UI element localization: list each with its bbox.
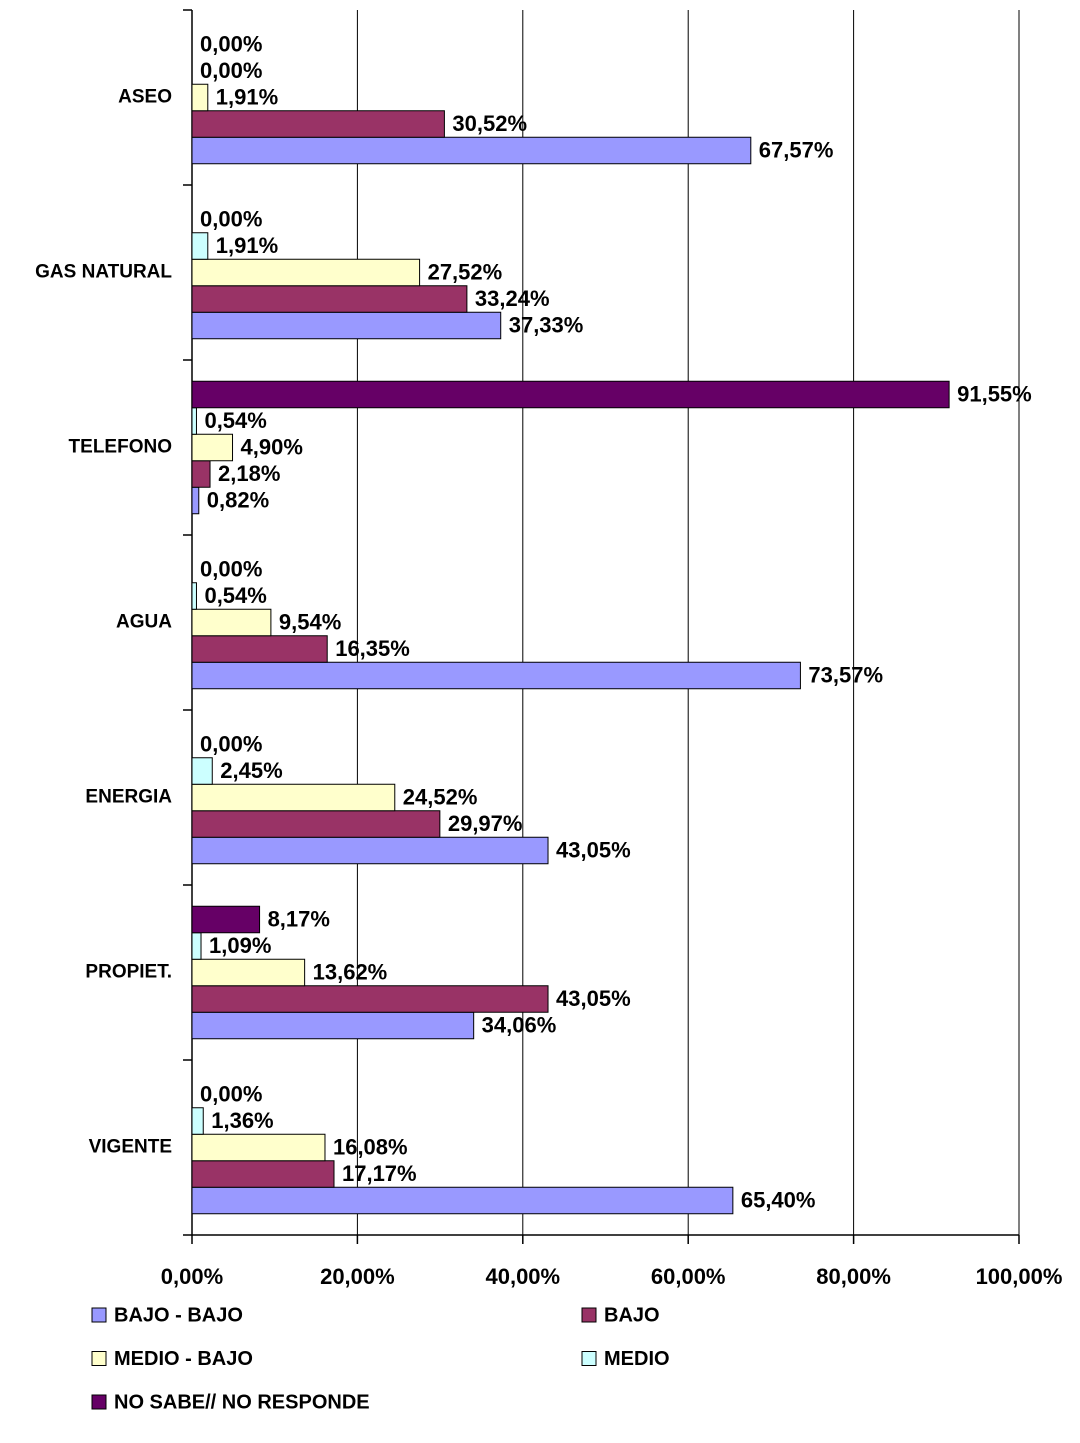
bar [191, 83, 209, 112]
bar [191, 958, 306, 987]
data-label: 91,55% [957, 381, 1032, 406]
category-label: ASEO [118, 87, 172, 108]
bar [191, 486, 200, 515]
data-label: 27,52% [428, 259, 503, 284]
legend-swatch [581, 1351, 597, 1366]
data-label: 0,00% [200, 1081, 262, 1106]
category-label: TELEFONO [69, 437, 172, 458]
bar [191, 783, 396, 812]
bar [191, 1133, 326, 1162]
bar [191, 110, 445, 138]
data-label: 24,52% [403, 784, 478, 809]
bar [191, 380, 950, 409]
data-label: 13,62% [313, 959, 388, 984]
data-label: 0,00% [200, 58, 262, 83]
legend-swatch [91, 1394, 107, 1410]
bar [191, 1160, 335, 1188]
bar [191, 1011, 475, 1040]
data-label: 37,33% [509, 312, 584, 337]
data-label: 0,00% [200, 556, 262, 581]
legend-label: BAJO - BAJO [114, 1304, 243, 1326]
bar [191, 1186, 734, 1215]
data-label: 33,24% [475, 286, 550, 311]
x-tick-label: 100,00% [976, 1264, 1063, 1289]
data-label: 29,97% [448, 811, 523, 836]
x-tick-label: 20,00% [320, 1264, 395, 1289]
data-label: 9,54% [279, 609, 341, 634]
data-label: 1,36% [211, 1108, 273, 1133]
bar [191, 311, 502, 340]
data-label: 1,91% [216, 233, 278, 258]
bar [191, 985, 549, 1013]
bar [191, 232, 209, 260]
data-label: 0,00% [200, 731, 262, 756]
data-label: 43,05% [556, 986, 631, 1011]
legend-swatch [91, 1307, 107, 1323]
data-label: 16,08% [333, 1134, 408, 1159]
x-tick-label: 0,00% [161, 1264, 223, 1289]
data-label: 1,91% [216, 84, 278, 109]
data-label: 73,57% [808, 662, 883, 687]
legend-label: MEDIO [604, 1348, 670, 1370]
data-label: 34,06% [482, 1012, 557, 1037]
data-label: 0,82% [207, 487, 269, 512]
category-label: ENERGIA [85, 787, 172, 808]
bar [191, 810, 441, 838]
bar [191, 608, 272, 637]
category-label: PROPIET. [85, 962, 172, 983]
data-label: 16,35% [335, 636, 410, 661]
bar [191, 285, 468, 313]
x-tick-label: 40,00% [485, 1264, 560, 1289]
data-label: 0,00% [200, 31, 262, 56]
data-label: 67,57% [759, 137, 834, 162]
data-label: 30,52% [452, 111, 527, 136]
bar [191, 582, 197, 610]
category-label: AGUA [116, 612, 172, 633]
legend-label: MEDIO - BAJO [114, 1348, 253, 1370]
legend-swatch [581, 1307, 597, 1323]
bar [191, 635, 328, 663]
bar [191, 433, 234, 462]
bar [191, 661, 801, 690]
data-label: 0,54% [204, 583, 266, 608]
bar [191, 836, 549, 865]
legend-swatch [91, 1351, 107, 1366]
bar [191, 905, 261, 934]
legend-label: BAJO [604, 1304, 660, 1326]
data-label: 0,54% [204, 408, 266, 433]
bar [191, 136, 752, 165]
x-tick-label: 60,00% [651, 1264, 726, 1289]
bar [191, 258, 421, 287]
data-label: 0,00% [200, 206, 262, 231]
data-label: 65,40% [741, 1187, 816, 1212]
bar [191, 932, 202, 960]
x-tick-label: 80,00% [816, 1264, 891, 1289]
category-label: VIGENTE [89, 1137, 172, 1158]
data-label: 17,17% [342, 1161, 417, 1186]
data-label: 43,05% [556, 837, 631, 862]
data-label: 1,09% [209, 933, 271, 958]
data-label: 8,17% [268, 906, 330, 931]
bar [191, 1107, 204, 1135]
legend-label: NO SABE// NO RESPONDE [114, 1391, 370, 1413]
data-label: 2,18% [218, 461, 280, 486]
data-label: 4,90% [241, 434, 303, 459]
bar [191, 460, 211, 488]
category-label: GAS NATURAL [35, 262, 172, 283]
data-label: 2,45% [220, 758, 282, 783]
bar [191, 407, 197, 435]
bar [191, 757, 213, 785]
